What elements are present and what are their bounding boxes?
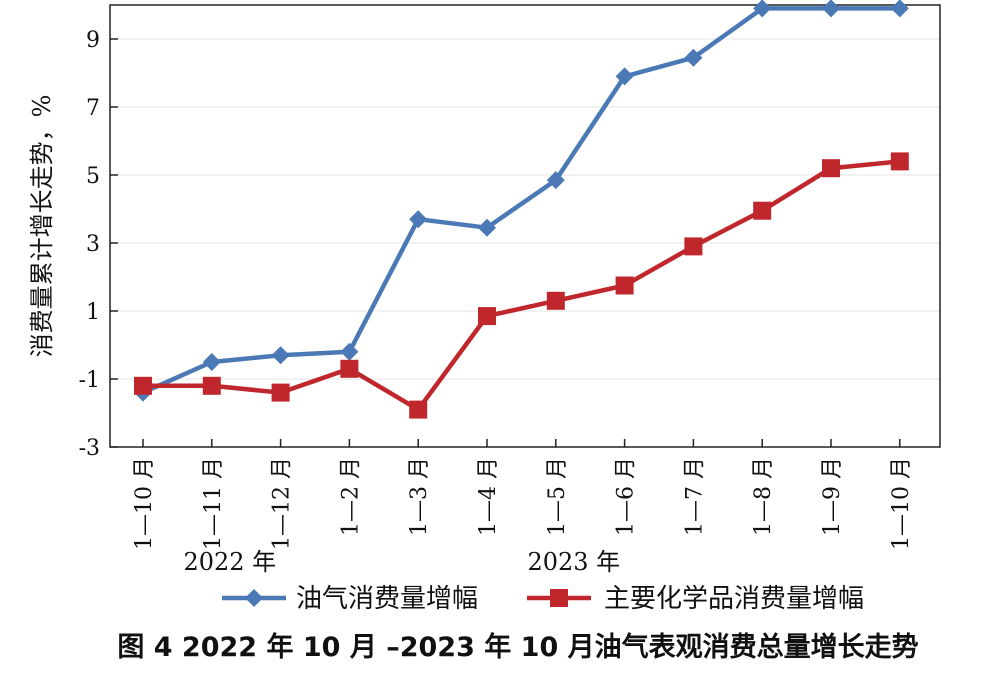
x-tick-label: 1—8 月 xyxy=(751,457,776,536)
data-point xyxy=(478,218,496,237)
y-tick-label: 7 xyxy=(86,96,100,121)
data-point xyxy=(753,201,772,220)
x-tick-label: 1—10 月 xyxy=(132,457,157,550)
x-tick-label: 1—5 月 xyxy=(545,457,570,536)
plot-frame xyxy=(109,4,941,448)
data-point xyxy=(478,307,496,326)
data-point xyxy=(409,400,428,419)
data-point xyxy=(684,237,703,256)
data-point xyxy=(615,276,634,295)
series-2 xyxy=(134,152,909,419)
x-tick-label: 1—9 月 xyxy=(820,457,845,536)
data-point xyxy=(822,159,840,178)
x-tick-label: 1—12 月 xyxy=(270,457,295,550)
data-point xyxy=(890,0,909,18)
x-axis: 1—10 月 1—11 月 1—12 月 1—2 月 1—3 月 1—4 月 1—5 月 1—… xyxy=(132,439,914,550)
series-line xyxy=(143,159,901,412)
x-tick-label: 1—10 月 xyxy=(889,457,914,550)
x-tick-label: 1—7 月 xyxy=(682,457,707,536)
data-point xyxy=(340,359,359,378)
x-tick-label: 1—2 月 xyxy=(338,457,363,536)
y-tick-label: 9 xyxy=(86,28,100,53)
data-point xyxy=(684,48,703,67)
year-labels: 2022 年 2023 年 xyxy=(183,548,620,576)
data-point xyxy=(340,342,359,361)
series-line xyxy=(142,6,900,395)
legend-item: 主要化学品消费量增幅 xyxy=(527,584,864,614)
y-tick-label: 1 xyxy=(86,300,100,325)
grid-lines xyxy=(110,38,940,448)
y-axis-label: 消费量累计增长走势，% xyxy=(28,95,56,358)
series-layer xyxy=(134,0,909,419)
x-tick-label: 1—11 月 xyxy=(201,457,226,550)
series-1 xyxy=(134,0,909,402)
data-point xyxy=(822,0,840,18)
data-point xyxy=(546,291,565,310)
data-point xyxy=(890,152,909,171)
x-tick-label: 1—6 月 xyxy=(614,457,639,536)
legend-marker xyxy=(550,589,568,607)
x-tick-label: 1—3 月 xyxy=(407,457,432,536)
data-point xyxy=(409,210,428,229)
data-point xyxy=(753,0,772,18)
year-label: 2023 年 xyxy=(527,548,620,576)
y-tick-label: 5 xyxy=(86,164,100,189)
data-point xyxy=(271,346,290,365)
year-label: 2022 年 xyxy=(183,548,276,576)
y-tick-label: -1 xyxy=(79,368,100,393)
y-tick-label: 3 xyxy=(86,232,100,257)
figure-caption: 图 4 2022 年 10 月 –2023 年 10 月油气表观消费总量增长走势 xyxy=(117,631,918,663)
data-point xyxy=(202,376,221,395)
y-tick-label: -3 xyxy=(79,436,100,461)
legend-label: 主要化学品消费量增幅 xyxy=(604,584,864,614)
data-point xyxy=(615,67,634,86)
legend-item: 油气消费量增幅 xyxy=(222,584,478,614)
legend-label: 油气消费量增幅 xyxy=(296,584,478,614)
data-point xyxy=(271,383,290,402)
data-point xyxy=(546,171,565,190)
x-tick-label: 1—4 月 xyxy=(476,457,501,536)
y-axis: -3 -1 1 3 5 7 9 xyxy=(79,28,118,461)
data-point xyxy=(134,376,152,395)
data-point xyxy=(202,353,221,371)
legend: 油气消费量增幅 主要化学品消费量增幅 xyxy=(222,584,864,614)
legend-marker xyxy=(245,589,263,607)
